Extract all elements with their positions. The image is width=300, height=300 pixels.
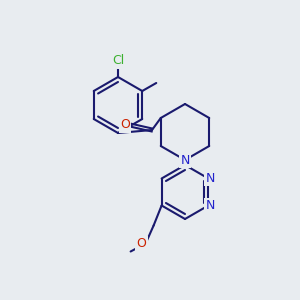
Text: N: N — [206, 172, 215, 185]
Text: N: N — [206, 199, 215, 212]
Text: O: O — [137, 237, 147, 250]
Text: O: O — [120, 118, 130, 131]
Text: Cl: Cl — [112, 55, 124, 68]
Text: N: N — [180, 154, 190, 166]
